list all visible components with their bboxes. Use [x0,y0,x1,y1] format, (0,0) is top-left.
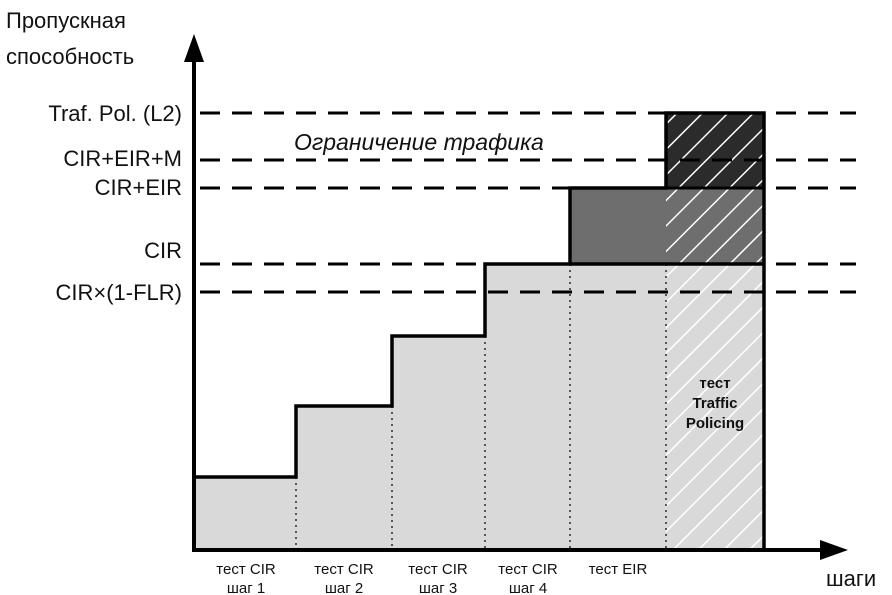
step-1-sub: шаг 1 [227,580,265,595]
policing-label-line2: Traffic [692,395,737,412]
level-label-cir-eir: CIR+EIR [95,175,182,200]
y-axis-title-line1: Пропускная [6,8,126,33]
step-separators [295,264,667,550]
level-label-cir-eir-m: CIR+EIR+M [63,146,182,171]
step-2-label: тест CIR [314,561,374,578]
x-axis-arrow [820,540,848,560]
policing-label-line1: тест [699,375,730,392]
step-4-sub: шаг 4 [509,580,547,595]
traffic-limit-annotation: Ограничение трафика [294,129,544,155]
y-axis-arrow [184,34,204,62]
step-1-label: тест CIR [216,561,276,578]
axes [192,52,826,552]
level-label-cir: CIR [144,238,182,263]
step-eir-label: тест EIR [589,561,648,578]
level-label-traf-pol: Traf. Pol. (L2) [48,101,182,126]
policing-mid-area [666,188,764,264]
eir-block [570,188,666,264]
y-axis-title-line2: способность [6,44,134,69]
policing-label-line3: Policing [686,415,744,432]
step-2-sub: шаг 2 [325,580,363,595]
cir-steps-area [196,264,666,550]
policing-dark-area [666,113,764,188]
level-label-cir-flr: CIR×(1-FLR) [55,280,182,305]
step-3-sub: шаг 3 [419,580,457,595]
step-4-label: тест CIR [498,561,558,578]
step-3-label: тест CIR [408,561,468,578]
policing-light-area [666,264,764,550]
x-axis-title: шаги [826,566,876,591]
